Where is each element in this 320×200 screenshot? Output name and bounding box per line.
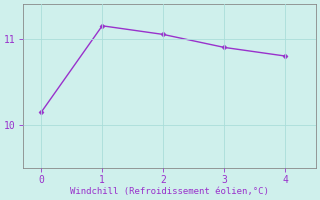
X-axis label: Windchill (Refroidissement éolien,°C): Windchill (Refroidissement éolien,°C) — [70, 187, 269, 196]
